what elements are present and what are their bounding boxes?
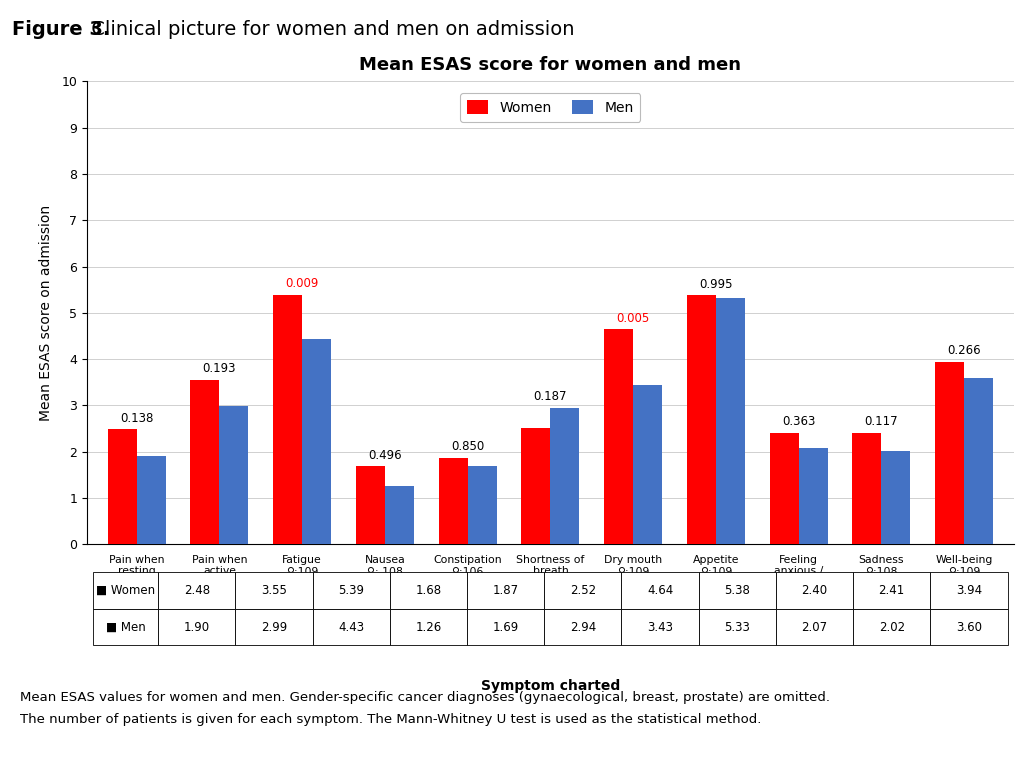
Text: 0.009: 0.009 — [286, 277, 318, 290]
Bar — [219, 406, 249, 544]
Text: Symptom charted: Symptom charted — [481, 679, 621, 693]
Bar — [302, 339, 331, 544]
Bar — [770, 433, 799, 544]
Bar — [136, 456, 166, 544]
Bar — [935, 361, 965, 544]
Text: The number of patients is given for each symptom. The Mann-Whitney U test is use: The number of patients is given for each… — [20, 713, 762, 726]
Text: 0.138: 0.138 — [120, 412, 154, 425]
Bar — [385, 486, 414, 544]
Bar — [468, 466, 497, 544]
Text: 0.266: 0.266 — [947, 344, 981, 357]
Text: 0.850: 0.850 — [451, 440, 484, 453]
Bar — [521, 428, 551, 544]
Bar — [438, 457, 468, 544]
Text: 0.005: 0.005 — [616, 312, 650, 325]
Text: Figure 3.: Figure 3. — [12, 20, 111, 39]
Text: 0.496: 0.496 — [368, 449, 401, 462]
Bar — [633, 385, 663, 544]
Text: 0.193: 0.193 — [203, 362, 237, 375]
Legend: Women, Men: Women, Men — [461, 93, 640, 122]
Y-axis label: Mean ESAS score on admission: Mean ESAS score on admission — [39, 205, 53, 421]
Bar — [852, 432, 882, 544]
Text: 0.995: 0.995 — [699, 278, 732, 291]
Bar — [799, 448, 827, 544]
Text: 0.363: 0.363 — [782, 416, 815, 428]
Text: Clinical picture for women and men on admission: Clinical picture for women and men on ad… — [85, 20, 574, 39]
Bar — [716, 298, 744, 544]
Bar — [356, 466, 385, 544]
Bar — [965, 377, 993, 544]
Bar — [273, 295, 302, 544]
Bar — [551, 408, 580, 544]
Text: 0.187: 0.187 — [534, 390, 567, 403]
Bar — [604, 330, 633, 544]
Bar — [687, 295, 716, 544]
Text: 0.117: 0.117 — [864, 415, 898, 428]
Text: Mean ESAS values for women and men. Gender-specific cancer diagnoses (gynaecolog: Mean ESAS values for women and men. Gend… — [20, 691, 830, 704]
Bar — [882, 451, 910, 544]
Bar — [190, 380, 219, 544]
Bar — [108, 429, 136, 544]
Title: Mean ESAS score for women and men: Mean ESAS score for women and men — [359, 56, 741, 75]
